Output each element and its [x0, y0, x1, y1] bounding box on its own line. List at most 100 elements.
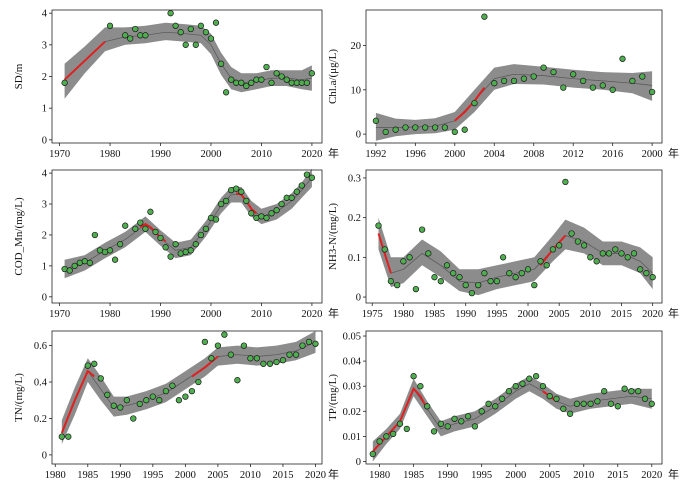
y-tick-label: 0 — [42, 135, 47, 146]
data-point — [96, 247, 104, 254]
y-tick-label: 1 — [42, 104, 47, 115]
confidence-band — [378, 217, 653, 296]
y-tick-label: 0.2 — [348, 213, 361, 224]
x-tick-label: 1980 — [100, 309, 121, 320]
y-tick-label: 0 — [356, 293, 361, 304]
y-tick-label: 0.4 — [34, 378, 48, 389]
y-axis-label: TP/(mg/L) — [327, 374, 339, 421]
x-tick-label: 1985 — [77, 470, 98, 481]
data-point — [443, 262, 451, 269]
data-point — [400, 258, 407, 265]
data-point — [493, 278, 501, 285]
data-point — [207, 35, 215, 42]
significant-trend-segment — [60, 369, 95, 434]
data-point — [187, 25, 194, 33]
data-point — [425, 250, 432, 257]
y-tick-label: 0.01 — [343, 432, 361, 443]
data-point — [81, 258, 88, 265]
x-tick-label: 2015 — [607, 470, 628, 481]
data-point — [91, 360, 98, 367]
data-point — [147, 208, 154, 215]
data-point — [61, 79, 68, 86]
data-point — [305, 338, 313, 346]
data-point — [61, 265, 68, 273]
data-point — [422, 124, 429, 131]
data-point — [451, 128, 458, 136]
data-point — [550, 68, 557, 76]
data-point — [369, 450, 376, 458]
data-point — [621, 385, 628, 392]
data-point — [169, 382, 176, 389]
data-point — [648, 88, 656, 96]
confidence-band — [64, 22, 312, 99]
data-point — [478, 408, 485, 415]
data-point — [375, 222, 382, 229]
data-point — [458, 418, 465, 425]
x-tick-label: 1996 — [405, 149, 426, 160]
data-point — [556, 242, 563, 249]
data-point — [248, 210, 255, 217]
data-point — [217, 200, 225, 208]
data-point — [412, 285, 420, 293]
data-point — [167, 253, 174, 260]
data-point — [132, 225, 139, 232]
x-unit-label: 年 — [328, 467, 339, 481]
x-unit-label: 年 — [328, 306, 339, 320]
data-point — [273, 70, 280, 77]
x-tick-label: 1980 — [100, 149, 121, 160]
data-point — [278, 200, 285, 208]
y-tick-label: 10 — [351, 85, 362, 96]
data-point — [240, 342, 248, 349]
data-point — [86, 259, 94, 266]
data-point — [637, 266, 644, 273]
data-point — [208, 355, 215, 362]
data-point — [396, 420, 404, 427]
y-tick-label: 2 — [42, 72, 47, 83]
data-point — [292, 351, 300, 358]
data-point — [451, 415, 458, 422]
data-point — [629, 77, 636, 85]
y-tick-label: 0.6 — [34, 341, 47, 352]
data-point — [182, 248, 189, 256]
data-point — [531, 281, 538, 289]
data-point — [214, 342, 222, 349]
x-tick-label: 1980 — [369, 470, 390, 481]
data-point — [116, 241, 124, 248]
data-point — [182, 41, 189, 48]
data-point — [526, 375, 533, 382]
data-point — [248, 79, 255, 86]
data-point — [518, 270, 525, 277]
axis-frame — [51, 169, 323, 304]
data-point — [601, 388, 608, 395]
confidence-band — [64, 168, 312, 279]
data-point — [402, 124, 409, 131]
data-point — [383, 433, 390, 440]
x-unit-label: 年 — [668, 306, 679, 320]
data-point — [192, 41, 199, 48]
panel-sd: 1970 1980 1990 2000 2010 2020 0 1 2 3 4 年 SD/m — [13, 9, 339, 160]
confidence-band — [372, 376, 652, 462]
data-point — [273, 358, 280, 366]
data-point — [288, 194, 295, 201]
data-point — [122, 32, 129, 39]
data-point — [537, 258, 544, 265]
data-point — [84, 362, 91, 369]
data-point — [188, 387, 196, 395]
data-point — [568, 230, 575, 237]
data-point — [587, 400, 594, 407]
data-point — [201, 338, 209, 346]
data-point — [308, 70, 316, 77]
data-point — [471, 423, 479, 430]
x-tick-label: 2015 — [611, 309, 632, 320]
data-point — [58, 433, 65, 440]
panel-chla: 1992 1996 2000 2004 2008 2012 2016 2000 0 10 20 年 Ch… — [327, 9, 679, 160]
data-point — [65, 433, 72, 440]
axis-frame — [51, 330, 323, 465]
data-point — [444, 423, 451, 430]
x-tick-label: 2000 — [175, 470, 196, 481]
data-point — [71, 262, 78, 270]
x-tick-label: 1990 — [455, 309, 476, 320]
data-point — [387, 278, 395, 285]
y-tick-label: 4 — [42, 9, 48, 20]
data-point — [212, 19, 220, 26]
